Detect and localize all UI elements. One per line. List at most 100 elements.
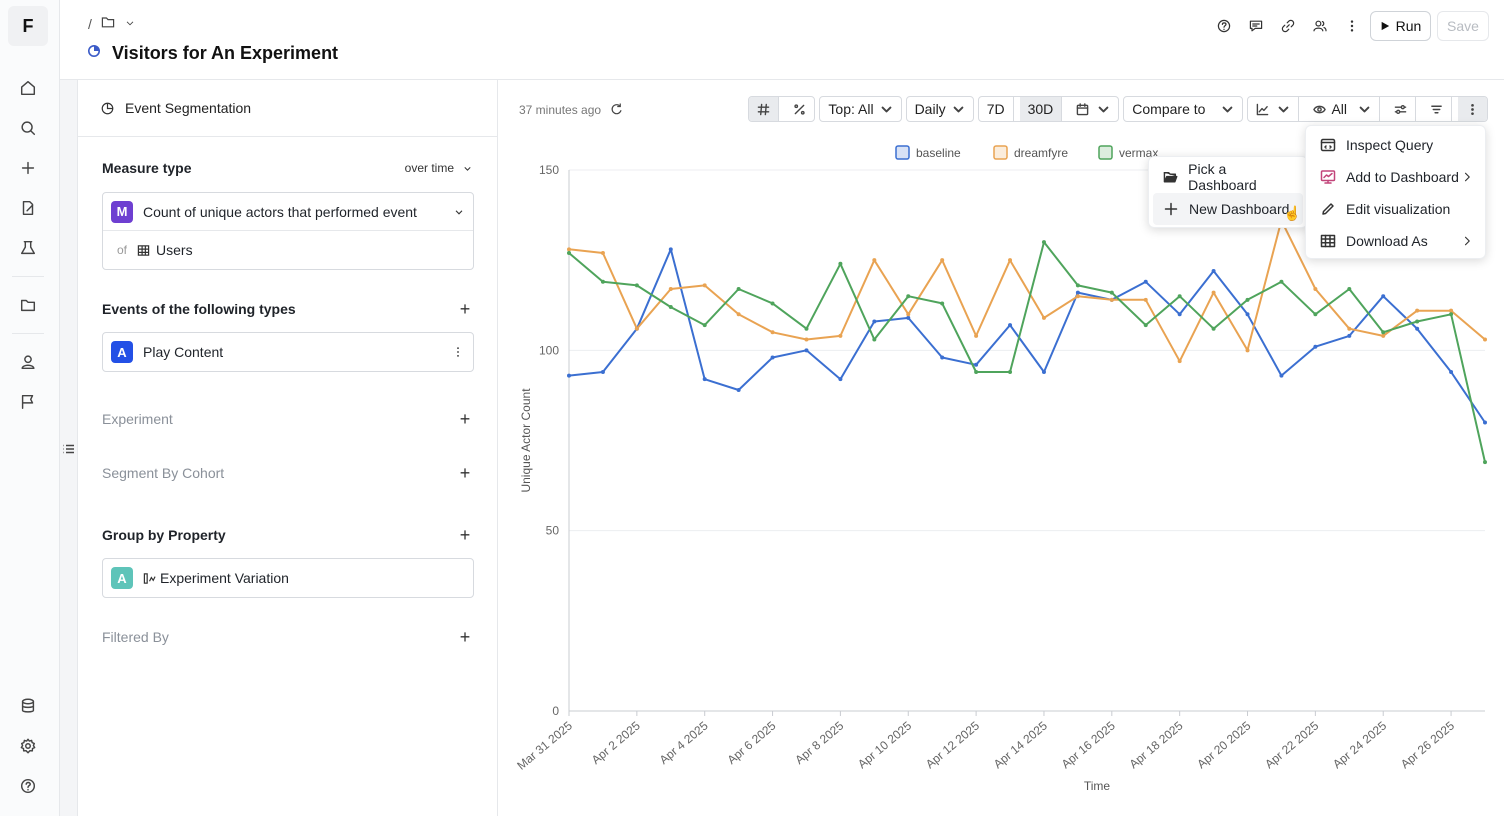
lab-icon[interactable] [14, 234, 42, 262]
add-group-button[interactable]: + [459, 525, 471, 545]
download-as-label: Download As [1346, 233, 1428, 249]
entity-select[interactable]: of Users [103, 231, 473, 269]
add-to-dashboard-label: Add to Dashboard [1346, 169, 1459, 185]
data-point-vermax [600, 279, 605, 284]
chart-settings-button[interactable] [1386, 97, 1416, 121]
legend-swatch [895, 145, 910, 160]
measure-mode-select[interactable]: over time [405, 161, 473, 175]
add-to-dashboard-item[interactable]: Add to Dashboard [1306, 161, 1485, 193]
x-axis-label: Time [1084, 779, 1111, 793]
group-row[interactable]: A Experiment Variation [103, 559, 473, 597]
data-point-vermax [1041, 240, 1046, 245]
data-point-dreamfyre [1177, 359, 1182, 364]
edit-document-icon[interactable] [14, 194, 42, 222]
help-icon[interactable] [1212, 14, 1236, 38]
event-card[interactable]: A Play Content [102, 332, 474, 372]
range-7d-button[interactable]: 7D [979, 97, 1014, 121]
data-point-baseline [1211, 268, 1216, 273]
new-dashboard-item[interactable]: New Dashboard ☝ [1153, 193, 1303, 225]
inspect-query-item[interactable]: Inspect Query [1306, 129, 1485, 161]
link-icon[interactable] [1276, 14, 1300, 38]
page-title[interactable]: Visitors for An Experiment [112, 43, 339, 63]
add-filter-button[interactable]: + [459, 627, 471, 647]
folder-icon[interactable] [14, 291, 42, 319]
data-point-dreamfyre [1143, 297, 1148, 302]
sort-icon [1431, 105, 1442, 113]
add-event-button[interactable]: + [459, 299, 471, 319]
data-point-dreamfyre [872, 258, 877, 263]
add-icon[interactable] [14, 154, 42, 182]
top-select[interactable]: Top: All [819, 96, 902, 122]
sort-button[interactable] [1422, 97, 1452, 121]
edit-visualization-item[interactable]: Edit visualization [1306, 193, 1485, 225]
chevron-right-icon [1464, 236, 1470, 246]
legend-label: dreamfyre [1014, 146, 1068, 160]
title-row: Visitors for An Experiment [86, 43, 338, 64]
flag-icon[interactable] [14, 388, 42, 416]
metric-select[interactable]: M Count of unique actors that performed … [103, 193, 473, 231]
data-point-dreamfyre [1381, 333, 1386, 338]
home-icon[interactable] [14, 74, 42, 102]
save-button[interactable]: Save [1437, 11, 1489, 41]
compare-select[interactable]: Compare to [1123, 96, 1244, 122]
top-select-value: Top: All [828, 101, 874, 117]
data-point-vermax [1177, 294, 1182, 299]
data-point-dreamfyre [974, 333, 979, 338]
chevron-down-icon [1279, 106, 1289, 112]
data-point-vermax [974, 369, 979, 374]
line-chart: 0 50 100 150 Mar 31 2025 Apr 2 2025 Apr 4 2025… [514, 145, 1487, 793]
chevron-down-icon[interactable] [124, 16, 136, 32]
help-icon[interactable] [14, 772, 42, 800]
share-users-icon[interactable] [1308, 14, 1332, 38]
granularity-value: Daily [914, 101, 946, 117]
data-point-baseline [1483, 420, 1487, 425]
data-point-dreamfyre [1211, 290, 1216, 295]
database-icon[interactable] [14, 692, 42, 720]
series-line-vermax [568, 241, 1486, 463]
data-point-vermax [770, 301, 775, 306]
y-tick-label: 0 [552, 704, 559, 718]
group-card[interactable]: A Experiment Variation [102, 558, 474, 598]
play-icon [1381, 21, 1389, 31]
group-section: Group by Property + [102, 525, 473, 545]
x-tick-label: Apr 12 2025 [923, 718, 982, 771]
event-row[interactable]: A Play Content [103, 333, 473, 371]
run-button[interactable]: Run [1370, 11, 1431, 41]
granularity-select[interactable]: Daily [905, 96, 974, 122]
data-point-vermax [1449, 312, 1454, 317]
range-30d-button[interactable]: 30D [1019, 97, 1063, 121]
custom-range-button[interactable] [1068, 97, 1118, 121]
user-icon[interactable] [14, 348, 42, 376]
measure-card: M Count of unique actors that performed … [102, 192, 474, 270]
refresh-icon[interactable] [609, 102, 624, 117]
x-tick-label: Apr 2 2025 [589, 718, 643, 767]
add-segment-button[interactable]: + [459, 463, 471, 483]
settings-gear-icon[interactable] [14, 732, 42, 760]
list-toggle-icon[interactable] [62, 442, 76, 456]
more-options-button[interactable] [1458, 97, 1487, 121]
comment-icon[interactable] [1244, 14, 1268, 38]
more-vertical-icon[interactable] [451, 345, 465, 359]
visibility-select[interactable]: All [1305, 97, 1380, 121]
percent-mode-button[interactable] [785, 97, 814, 121]
number-mode-button[interactable] [749, 97, 780, 121]
add-experiment-button[interactable]: + [459, 409, 471, 429]
page-header: / Visitors for An Experiment Run Save [60, 0, 1504, 80]
x-tick-label: Apr 14 2025 [991, 718, 1050, 771]
app-logo[interactable]: F [8, 6, 48, 46]
search-icon[interactable] [14, 114, 42, 142]
data-point-dreamfyre [668, 287, 673, 292]
chevron-right-icon [1464, 172, 1470, 182]
download-as-item[interactable]: Download As [1306, 225, 1485, 257]
folder-icon[interactable] [100, 14, 116, 33]
data-point-vermax [1381, 330, 1386, 335]
pick-dashboard-item[interactable]: Pick a Dashboard [1149, 161, 1307, 193]
legend-swatch [993, 145, 1008, 160]
data-point-baseline [1279, 373, 1284, 378]
measure-type-section: Measure type over time [102, 160, 473, 176]
data-point-baseline [1415, 326, 1420, 331]
more-vertical-icon[interactable] [1340, 14, 1364, 38]
chart-type-select[interactable] [1248, 97, 1300, 121]
entity-label: Users [156, 242, 193, 258]
metric-badge: M [111, 200, 133, 223]
